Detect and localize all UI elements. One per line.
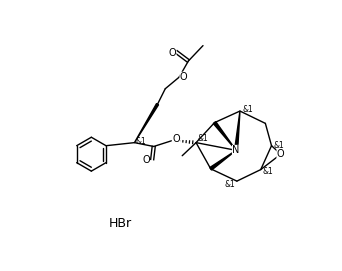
Text: &1: &1 — [135, 137, 146, 146]
Text: &1: &1 — [242, 105, 253, 114]
Text: &1: &1 — [198, 134, 208, 143]
Text: HBr: HBr — [109, 217, 132, 230]
Text: O: O — [168, 48, 176, 58]
Text: N: N — [233, 145, 240, 155]
Polygon shape — [134, 104, 159, 143]
Text: O: O — [277, 149, 285, 159]
Text: O: O — [142, 154, 150, 164]
Polygon shape — [210, 150, 236, 170]
Text: &1: &1 — [262, 167, 273, 176]
Text: &1: &1 — [274, 141, 285, 150]
Text: &1: &1 — [225, 180, 235, 189]
Text: O: O — [172, 134, 180, 144]
Polygon shape — [235, 111, 240, 150]
Polygon shape — [213, 122, 236, 150]
Text: O: O — [180, 72, 187, 82]
